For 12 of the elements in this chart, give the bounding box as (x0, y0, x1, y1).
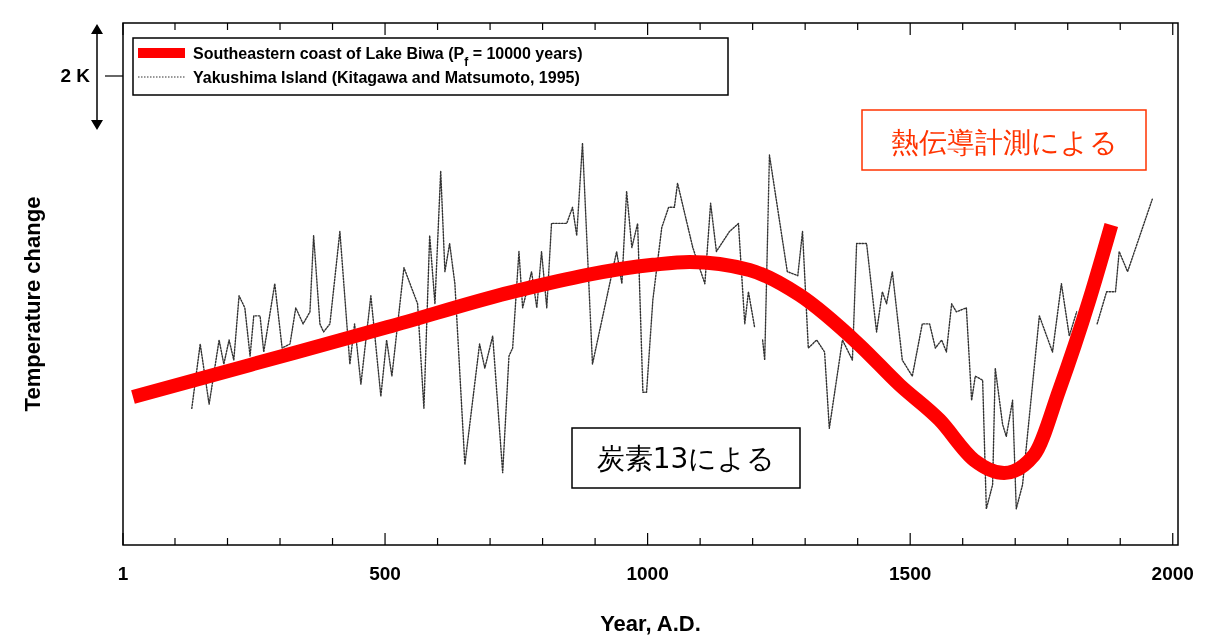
annotation: 炭素13による (596, 442, 776, 475)
text: 2 K (60, 65, 91, 86)
legend-label: Southeastern coast of Lake Biwa (P$_{f}$ = 10000 years) (193, 45, 583, 69)
x-tick-label: 1500 (889, 563, 932, 584)
x-tick-label: 1 (117, 563, 129, 584)
x-tick-label: 2000 (1151, 563, 1194, 584)
x-tick-label: 1000 (626, 563, 669, 584)
x-tick-label: 500 (369, 563, 401, 584)
annotation: 熱伝導計測による (890, 126, 1118, 159)
y-axis-title: Temperature change (20, 196, 45, 412)
legend-label: Yakushima Island (Kitagawa and Matsumoto, 1995) (193, 69, 580, 86)
x-axis-title: Year, A.D. (600, 611, 701, 636)
